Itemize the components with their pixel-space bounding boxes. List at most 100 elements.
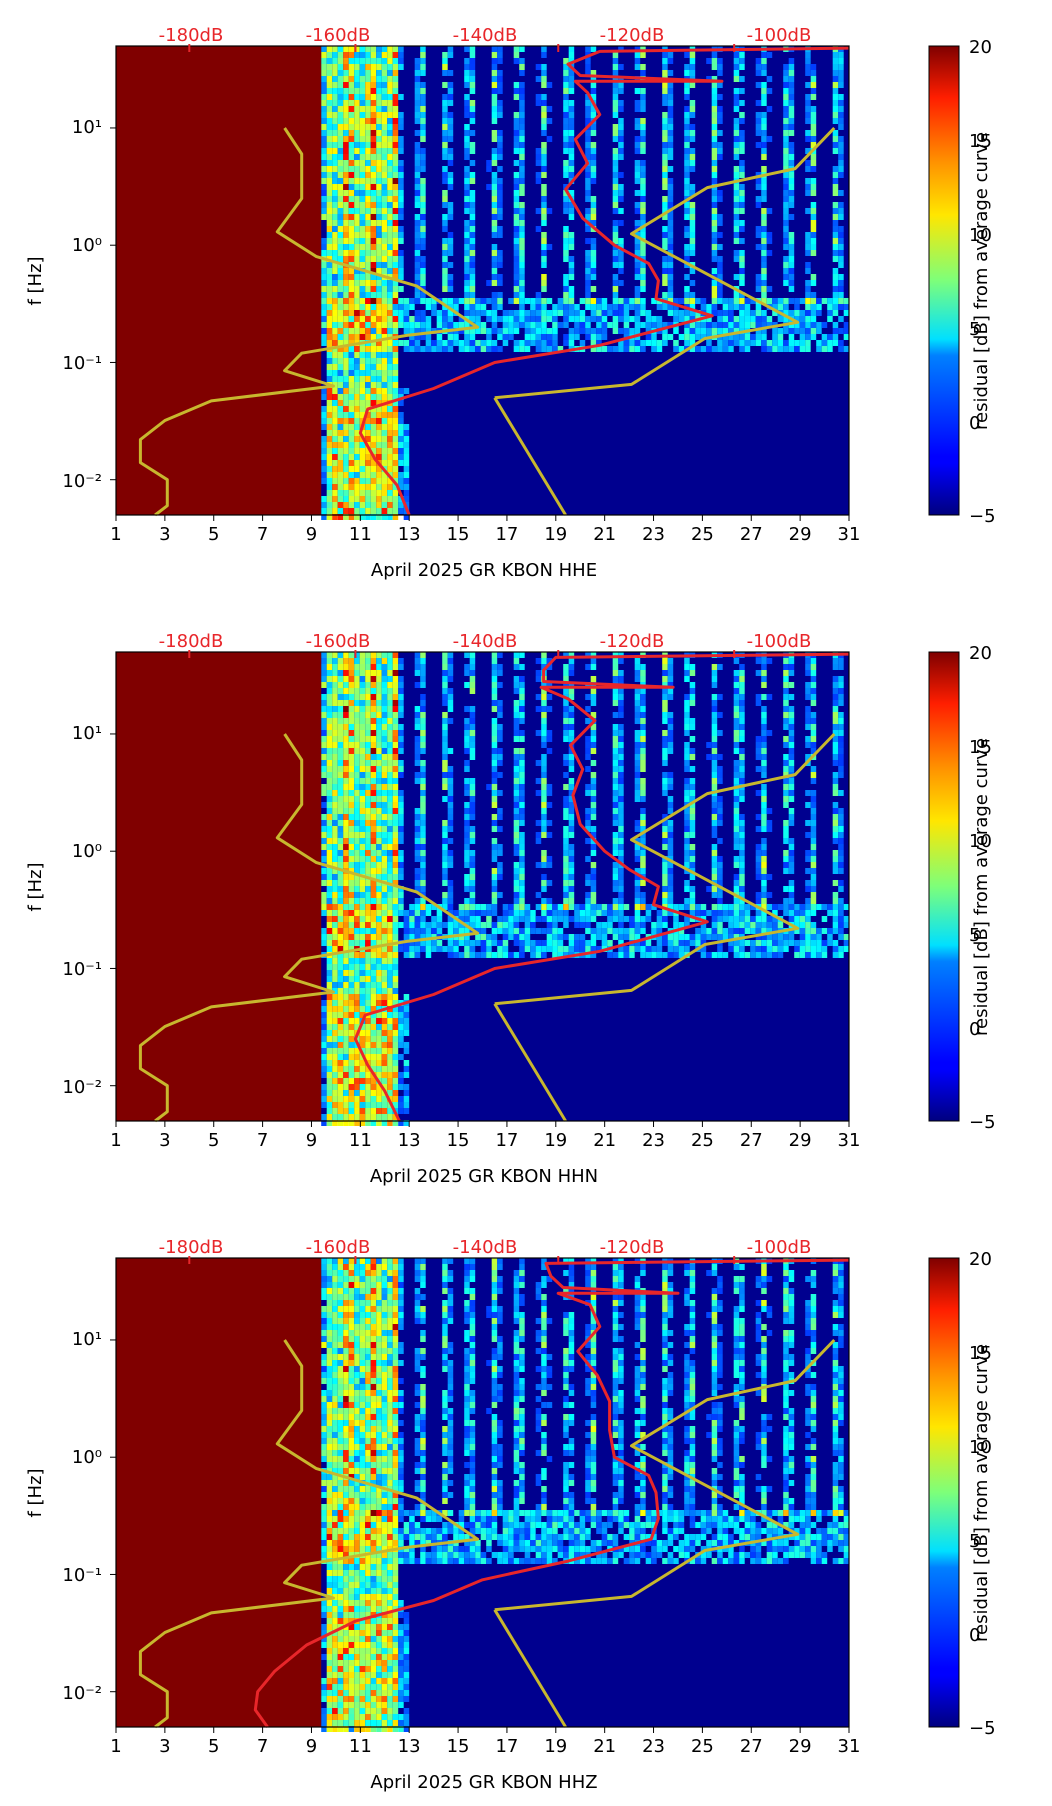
spectrogram-cell [513,808,520,814]
spectrogram-cell [387,952,393,958]
spectrogram-cell [717,94,723,100]
spectrogram-cell [337,220,344,226]
spectrogram-cell [486,166,492,172]
spectrogram-cell [332,682,338,688]
spectrogram-cell [398,1108,404,1114]
spectrogram-cell [354,220,360,226]
spectrogram-cell [420,256,426,262]
spectrogram-cell [513,952,520,958]
spectrogram-cell [788,178,795,184]
spectrogram-cell [519,256,525,262]
spectrogram-cell [788,94,795,100]
spectrogram-cell [403,298,410,304]
spectrogram-cell [667,202,674,208]
spectrogram-cell [640,346,646,352]
spectrogram-cell [420,946,426,952]
spectrogram-cell [359,970,366,976]
spectrogram-cell [381,82,388,88]
spectrogram-cell [442,658,448,664]
spectrogram-cell [491,772,498,778]
spectrogram-cell [332,1018,338,1024]
spectrogram-cell [700,322,707,328]
spectrogram-cell [370,880,377,886]
spectrogram-cell [634,298,641,304]
spectrogram-cell [634,286,641,292]
spectrogram-cell [392,100,399,106]
spectrogram-cell [546,694,553,700]
spectrogram-cell [585,952,591,958]
spectrogram-cell [519,160,525,166]
spectrogram-cell [585,334,591,340]
spectrogram-cell [568,46,575,52]
spectrogram-cell [689,202,696,208]
spectrogram-cell [381,268,388,274]
spectrogram-cell [321,904,327,910]
spectrogram-cell [541,802,547,808]
spectrogram-cell [783,100,789,106]
spectrogram-cell [337,880,344,886]
spectrogram-cell [403,304,410,310]
spectrogram-cell [838,298,844,304]
spectrogram-cell [733,274,740,280]
spectrogram-cell [519,202,525,208]
spectrogram-cell [398,202,404,208]
spectrogram-cell [706,346,712,352]
spectrogram-cell [332,1102,338,1108]
spectrogram-cell [838,292,844,298]
spectrogram-cell [563,106,569,112]
spectrogram-cell [348,994,355,1000]
spectrogram-cell [442,214,448,220]
spectrogram-cell [508,916,514,922]
spectrogram-cell [392,844,399,850]
spectrogram-cell [321,322,327,328]
spectrogram-cell [530,328,536,334]
spectrogram-cell [381,736,388,742]
spectrogram-cell [744,310,751,316]
spectrogram-cell [370,256,377,262]
spectrogram-cell [337,466,344,472]
spectrogram-cell [348,52,355,58]
spectrogram-cell [497,874,503,880]
spectrogram-cell [469,946,476,952]
spectrogram-cell [387,130,393,136]
spectrogram-cell [480,940,487,946]
spectrogram-cell [568,256,575,262]
spectrogram-cell [348,976,355,982]
spectrogram-cell [359,406,366,412]
spectrogram-cell [502,316,509,322]
spectrogram-cell [431,922,437,928]
spectrogram-cell [392,244,399,250]
spectrogram-cell [359,448,366,454]
spectrogram-cell [491,892,498,898]
spectrogram-cell [387,46,393,52]
spectrogram-cell [343,484,349,490]
spectrogram-cell [354,334,360,340]
spectrogram-cell [414,202,421,208]
spectrogram-cell [546,310,553,316]
spectrogram-cell [810,292,817,298]
spectrogram-cell [568,712,575,718]
spectrogram-cell [343,718,349,724]
spectrogram-cell [717,142,723,148]
spectrogram-cell [431,298,437,304]
spectrogram-cell [321,790,327,796]
spectrogram-cell [376,838,382,844]
spectrogram-cell [337,754,344,760]
spectrogram-cell [392,1066,399,1072]
spectrogram-cell [634,52,641,58]
spectrogram-cell [832,112,839,118]
spectrogram-cell [348,136,355,142]
spectrogram-cell [497,298,503,304]
spectrogram-cell [601,316,608,322]
spectrogram-cell [579,934,586,940]
spectrogram-cell [392,1102,399,1108]
spectrogram-cell [348,166,355,172]
spectrogram-cell [612,274,619,280]
spectrogram-cell [541,346,547,352]
spectrogram-cell [783,148,789,154]
spectrogram-cell [332,844,338,850]
spectrogram-cell [777,304,784,310]
spectrogram-cell [783,172,789,178]
spectrogram-cell [513,652,520,658]
spectrogram-cell [343,442,349,448]
